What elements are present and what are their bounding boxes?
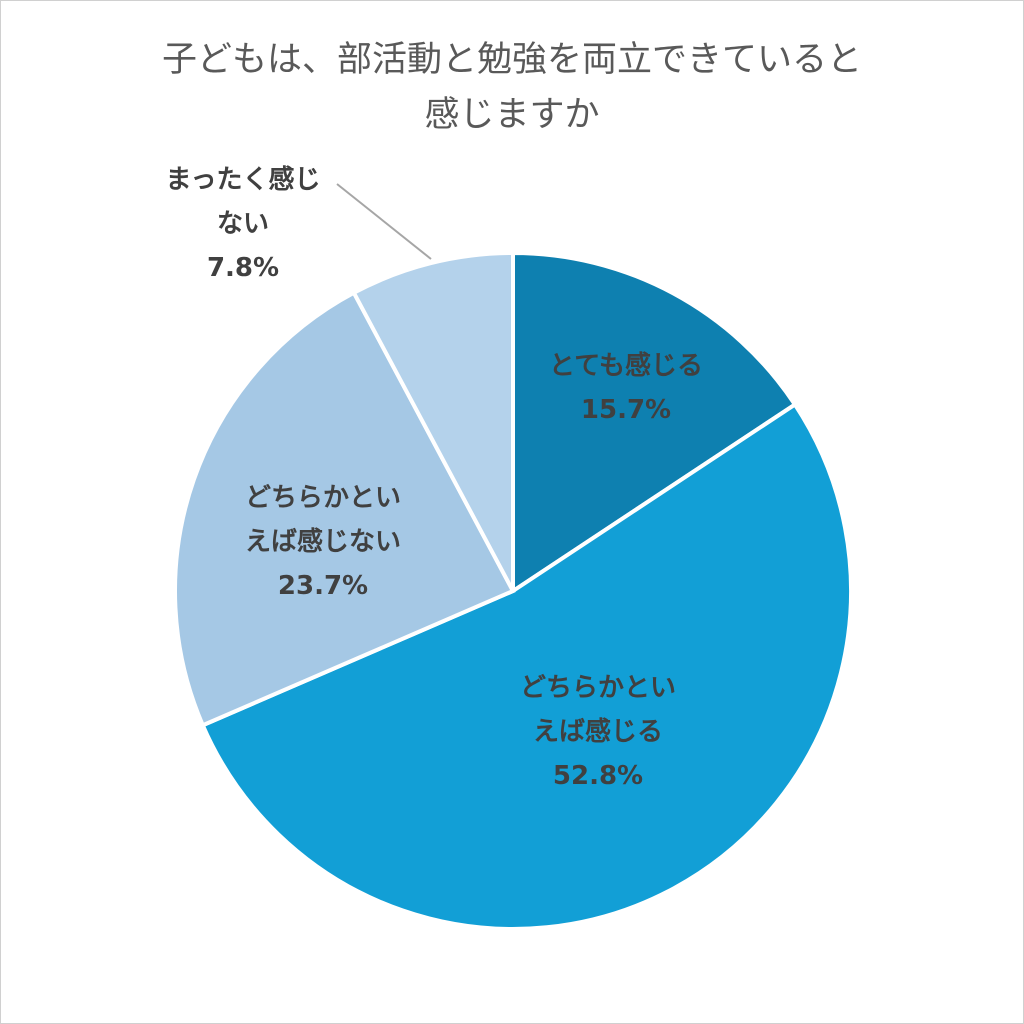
data-label: まったく感じない 7.8% [156, 158, 331, 290]
category-label: まったく感じない [165, 165, 321, 239]
category-label: どちらかといえば感じる [519, 673, 676, 747]
value-label: 15.7% [580, 395, 672, 425]
data-label: どちらかといえば感じない 23.7% [236, 476, 411, 608]
data-label: どちらかといえば感じる 52.8% [511, 666, 686, 798]
category-label: どちらかといえば感じない [244, 483, 401, 557]
pie-slice [173, 290, 516, 728]
category-label: とても感じる [549, 351, 703, 381]
value-label: 7.8% [206, 253, 280, 283]
value-label: 23.7% [277, 571, 369, 601]
pie-slice [200, 401, 853, 931]
pie-slice [511, 250, 798, 595]
data-label: とても感じる 15.7% [526, 344, 726, 432]
pie-slice [351, 250, 515, 592]
value-label: 52.8% [552, 761, 644, 791]
chart-title: 子どもは、部活動と勉強を両立できていると感じますか [161, 40, 862, 135]
leader-line [336, 183, 432, 260]
